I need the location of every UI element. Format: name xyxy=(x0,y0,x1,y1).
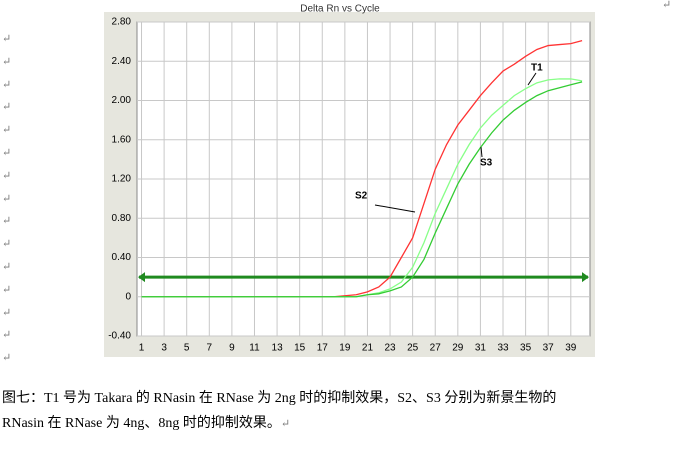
paragraph-mark: ↵ xyxy=(2,147,12,159)
y-tick-label: 0.40 xyxy=(112,252,132,263)
paragraph-mark: ↵ xyxy=(2,124,12,137)
paragraph-mark: ↵ xyxy=(662,0,672,11)
x-tick-label: 33 xyxy=(497,343,509,354)
leader-line xyxy=(374,204,416,213)
paragraph-mark: ↵ xyxy=(2,329,12,342)
x-tick-label: 25 xyxy=(407,343,419,354)
chart-title: Delta Rn vs Cycle xyxy=(300,4,380,15)
x-tick-label: 19 xyxy=(339,343,351,354)
x-tick-label: 11 xyxy=(249,343,260,354)
annotation: T1 xyxy=(531,63,543,74)
y-tick-label: -0.40 xyxy=(108,331,131,342)
paragraph-mark: ↵ xyxy=(2,101,12,114)
y-tick-label: 0.80 xyxy=(112,213,132,224)
paragraph-mark: ↵ xyxy=(2,55,12,68)
y-tick-label: 1.60 xyxy=(112,134,132,145)
paragraph-mark: ↵ xyxy=(2,33,12,45)
annotation: S2 xyxy=(355,191,368,202)
x-tick-label: 37 xyxy=(543,343,555,354)
leader-line xyxy=(480,146,483,158)
x-tick-label: 13 xyxy=(272,343,284,354)
y-tick-label: 1.20 xyxy=(112,174,132,185)
y-tick-label: 2.40 xyxy=(112,56,132,67)
x-tick-label: 15 xyxy=(294,343,306,354)
paragraph-mark: ↵ xyxy=(2,283,12,296)
paragraph-mark: ↵ xyxy=(2,192,12,205)
leader-line xyxy=(527,72,537,86)
y-tick-label: 2.80 xyxy=(112,17,132,28)
series-line xyxy=(141,81,583,298)
paragraph-mark: ↵ xyxy=(2,169,12,182)
y-tick-label: 0 xyxy=(125,291,131,302)
annotation: S3 xyxy=(480,158,493,169)
x-tick-label: 3 xyxy=(161,343,167,354)
paragraph-mark: ↵ xyxy=(2,78,12,91)
caption-line: RNasin 在 RNase 为 4ng、8ng 时的抑制效果。↵ xyxy=(2,412,290,432)
x-tick-label: 31 xyxy=(475,343,487,354)
x-tick-label: 29 xyxy=(452,343,464,354)
paragraph-mark: ↵ xyxy=(2,238,12,251)
x-tick-label: 35 xyxy=(520,343,532,354)
chart: Delta Rn vs Cycle -0.40 0 0.40 0.80 1.20 1.60… xyxy=(104,4,595,357)
x-tick-label: 1 xyxy=(139,343,145,354)
caption-line: 图七：T1 号为 Takara 的 RNasin 在 RNase 为 2ng 时… xyxy=(2,391,557,406)
x-tick-label: 27 xyxy=(430,343,442,354)
paragraph-mark: ↵ xyxy=(2,306,12,319)
lines xyxy=(138,40,589,298)
x-tick-label: 17 xyxy=(317,343,329,354)
x-tick-label: 23 xyxy=(384,343,396,354)
x-tick-label: 7 xyxy=(207,343,213,354)
x-tick-label: 21 xyxy=(362,343,374,354)
paragraph-mark: ↵ xyxy=(2,261,12,273)
paragraph-mark: ↵ xyxy=(2,215,12,228)
x-tick-label: 5 xyxy=(184,343,190,354)
x-tick-label: 39 xyxy=(565,343,577,354)
caption-text: RNasin 在 RNase 为 4ng、8ng 时的抑制效果。 xyxy=(2,416,281,431)
y-tick-label: 2.00 xyxy=(112,95,132,106)
paragraph-mark: ↵ xyxy=(280,418,291,430)
paragraph-mark: ↵ xyxy=(2,352,12,365)
x-tick-label: 9 xyxy=(229,343,235,354)
